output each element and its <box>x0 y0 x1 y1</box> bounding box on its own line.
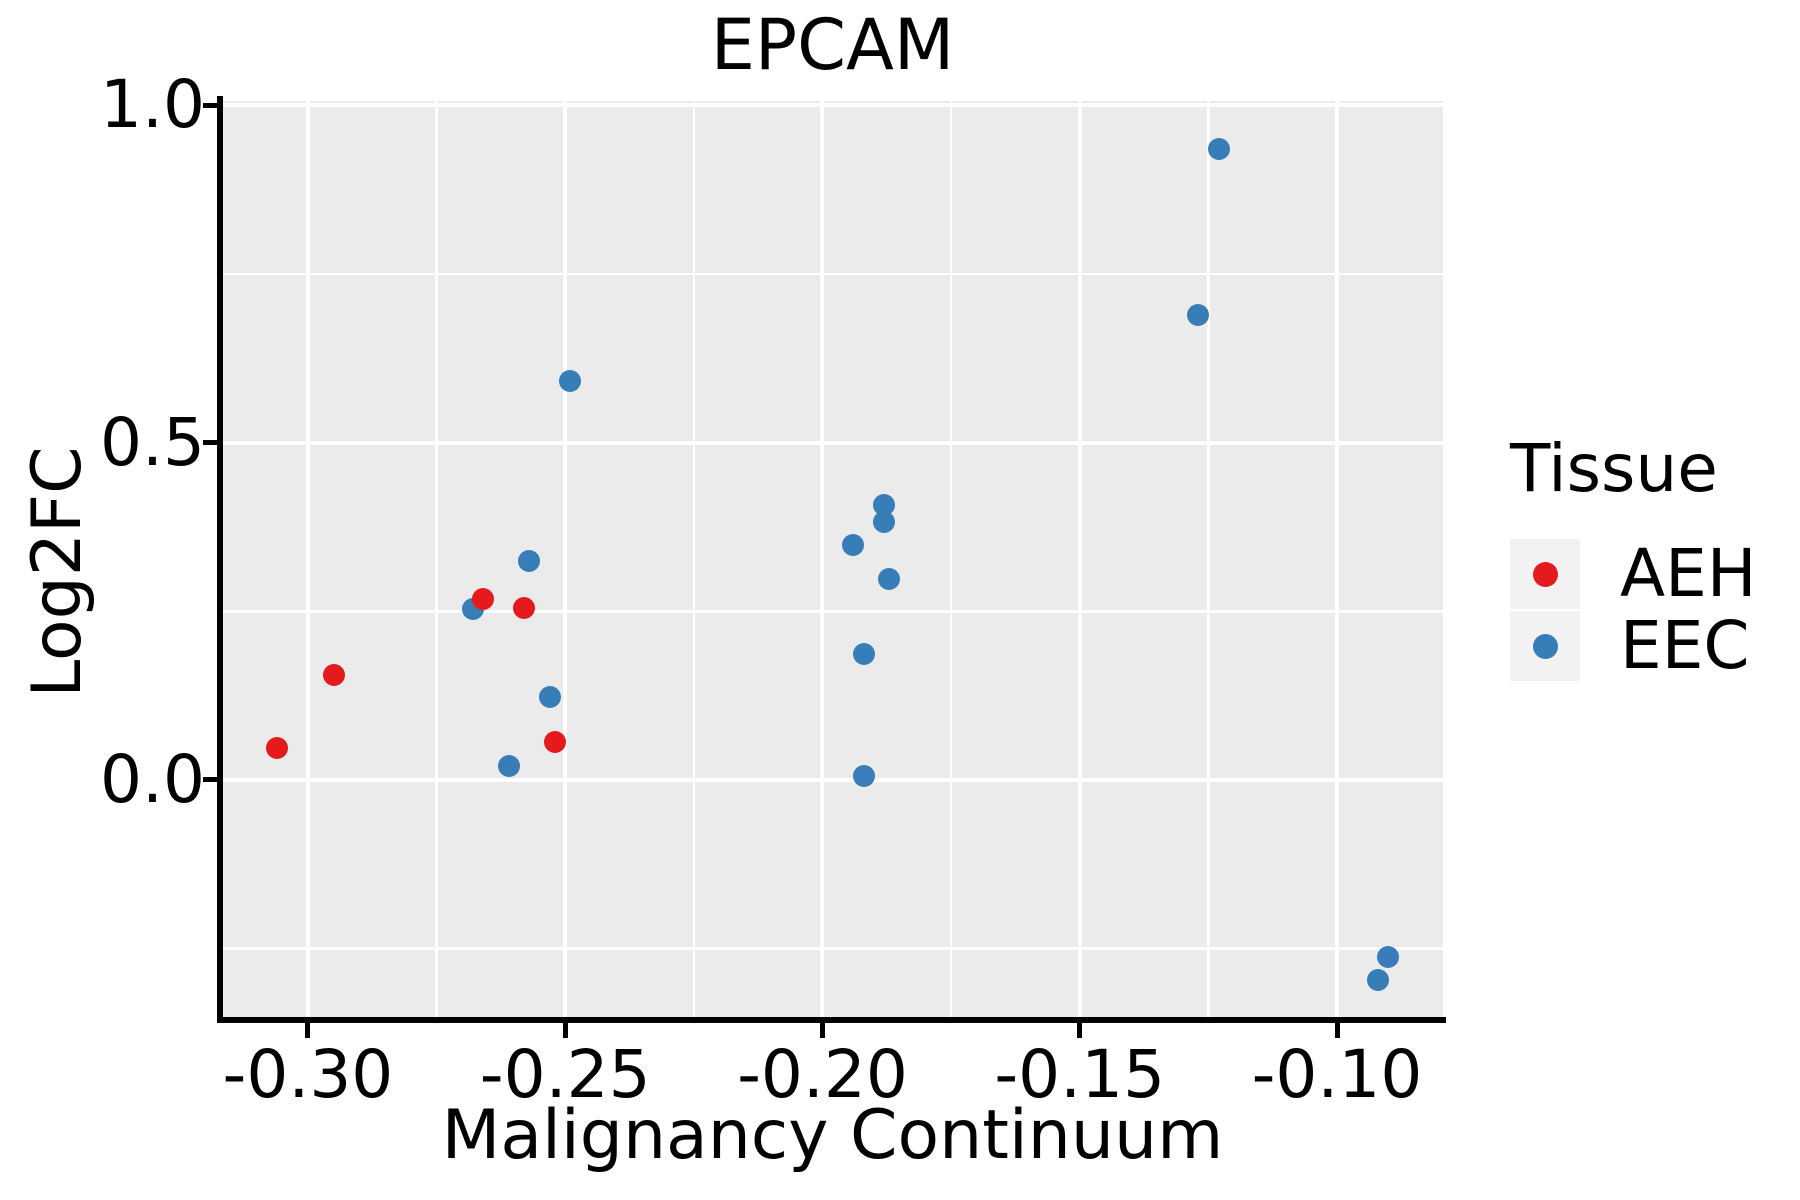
data-point-eec <box>559 369 582 392</box>
x-major-gridline <box>820 101 825 1020</box>
chart-title: EPCAM <box>710 4 955 86</box>
plot-panel <box>222 101 1443 1020</box>
y-major-gridline <box>222 777 1443 782</box>
x-major-gridline <box>563 101 568 1020</box>
x-tick-label: -0.30 <box>222 1036 394 1113</box>
x-tick-mark <box>819 1023 825 1038</box>
y-minor-gridline <box>222 272 1443 276</box>
legend-label-eec: EEC <box>1620 607 1750 684</box>
legend-title: Tissue <box>1510 430 1718 507</box>
legend-label-aeh: AEH <box>1620 535 1757 612</box>
legend-item-eec: EEC <box>1510 611 1756 681</box>
y-tick-mark <box>203 440 218 446</box>
data-point-aeh <box>471 588 494 611</box>
y-tick-label: 1.0 <box>100 66 205 144</box>
legend-dot-eec-icon <box>1532 633 1558 659</box>
data-point-eec <box>852 764 875 787</box>
legend-key-eec <box>1510 611 1580 681</box>
x-tick-mark <box>562 1023 568 1038</box>
data-point-eec <box>1377 946 1400 969</box>
y-tick-mark <box>203 777 218 783</box>
y-tick-mark <box>203 102 218 108</box>
x-tick-label: -0.10 <box>1251 1036 1423 1113</box>
data-point-eec <box>842 533 865 556</box>
data-point-eec <box>1187 303 1210 326</box>
data-point-eec <box>852 642 875 665</box>
x-minor-gridline <box>1207 101 1210 1020</box>
y-major-gridline <box>222 440 1443 445</box>
data-point-eec <box>873 511 896 534</box>
y-tick-label: 0.5 <box>100 403 205 481</box>
legend-key-aeh <box>1510 539 1580 609</box>
legend-dot-aeh-icon <box>1532 561 1558 587</box>
x-major-gridline <box>1335 101 1339 1020</box>
y-tick-label: 0.0 <box>100 740 205 818</box>
y-axis-line <box>217 96 223 1023</box>
x-major-gridline <box>1077 101 1082 1020</box>
legend: Tissue AEH EEC <box>1510 436 1756 683</box>
x-minor-gridline <box>692 101 696 1020</box>
data-point-eec <box>518 550 541 573</box>
data-point-eec <box>497 755 520 778</box>
data-point-eec <box>538 686 561 708</box>
data-point-aeh <box>322 663 345 686</box>
y-minor-gridline <box>222 610 1443 613</box>
data-point-aeh <box>543 730 566 753</box>
x-minor-gridline <box>949 101 953 1020</box>
x-major-gridline <box>305 101 310 1020</box>
x-tick-label: -0.25 <box>479 1036 651 1113</box>
data-point-eec <box>1207 137 1230 160</box>
x-axis-line <box>217 1017 1446 1023</box>
y-axis-title: Log2FC <box>18 446 97 698</box>
data-point-eec <box>878 567 901 590</box>
x-tick-label: -0.20 <box>737 1036 908 1113</box>
y-major-gridline <box>222 103 1443 108</box>
data-point-eec <box>873 494 896 517</box>
x-tick-mark <box>1334 1023 1340 1038</box>
legend-item-aeh: AEH <box>1510 539 1756 609</box>
x-minor-gridline <box>435 101 438 1020</box>
x-tick-label: -0.15 <box>994 1036 1166 1113</box>
x-tick-mark <box>1077 1023 1083 1038</box>
x-axis-title: Malignancy Continuum <box>441 1096 1224 1175</box>
x-tick-mark <box>305 1023 311 1038</box>
data-point-aeh <box>513 596 536 619</box>
legend-items: AEH EEC <box>1510 539 1756 681</box>
y-minor-gridline <box>222 947 1443 950</box>
data-point-eec <box>1367 969 1390 992</box>
data-point-aeh <box>266 737 289 760</box>
